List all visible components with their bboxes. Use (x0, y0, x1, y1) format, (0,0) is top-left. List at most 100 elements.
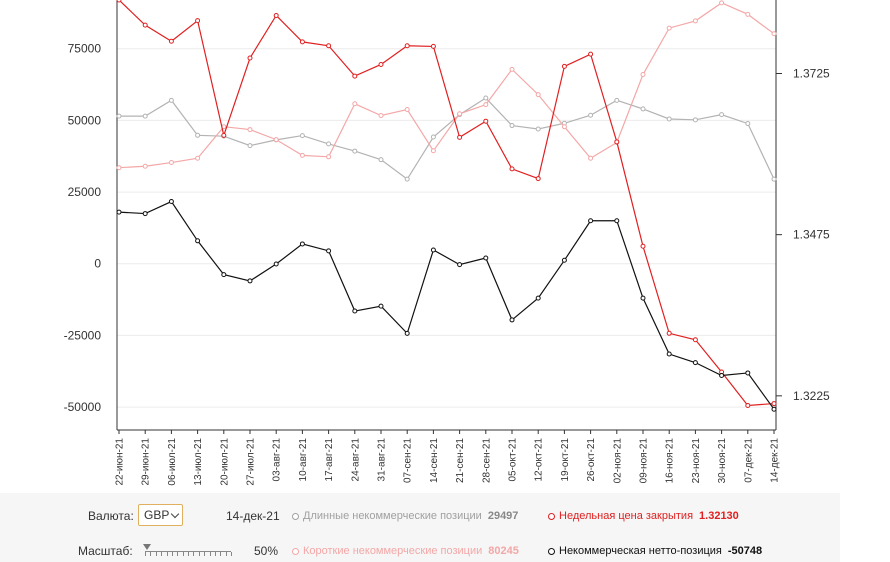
data-point (352, 101, 358, 107)
data-point (561, 257, 567, 263)
series-line (118, 2, 775, 169)
data-point (561, 124, 567, 130)
x-tick-label: 28-сен-21 (481, 438, 492, 483)
data-point (483, 255, 489, 261)
data-point (247, 55, 253, 61)
legend-net-icon (548, 547, 555, 555)
data-point (640, 72, 646, 78)
x-tick-label: 23-ноя-21 (691, 438, 702, 484)
slider-tick (225, 552, 227, 556)
data-point (142, 22, 148, 28)
left-tick-label: 25000 (68, 185, 102, 199)
data-point (561, 63, 567, 69)
slider-tick (231, 552, 232, 556)
data-point (378, 303, 384, 309)
legend-net-value: -50748 (727, 545, 763, 557)
data-point (168, 199, 174, 205)
x-tick-label: 16-ноя-21 (665, 438, 676, 484)
data-point (116, 165, 122, 171)
data-point (509, 317, 515, 323)
data-point (614, 97, 620, 103)
slider-thumb[interactable] (143, 544, 151, 550)
slider-track (145, 551, 231, 552)
data-point (273, 12, 279, 18)
right-tick-label: 1.3725 (793, 66, 830, 80)
x-tick-label: 02-ноя-21 (612, 438, 623, 484)
data-point (692, 117, 698, 123)
slider-tick (209, 552, 211, 556)
x-tick-label: 13-июл-21 (193, 438, 204, 486)
legend-short[interactable]: Короткие некоммерческие позиции 80245 (292, 545, 519, 557)
data-point (116, 0, 122, 3)
data-point (299, 241, 305, 247)
data-point (404, 107, 410, 113)
data-point (352, 73, 358, 79)
currency-select[interactable]: GBP (138, 504, 183, 526)
data-point (247, 143, 253, 149)
x-tick-label: 03-авг-21 (272, 438, 283, 482)
scale-label: Масштаб: (78, 544, 133, 558)
slider-tick (166, 552, 168, 556)
data-point (404, 330, 410, 336)
data-point (273, 261, 279, 267)
data-point (771, 176, 777, 182)
left-tick-label: -25000 (64, 328, 102, 342)
x-tick-label: 31-авг-21 (377, 438, 388, 482)
data-point (273, 137, 279, 143)
data-point (326, 154, 332, 160)
x-tick-label: 20-июл-21 (219, 438, 230, 486)
legend-long-icon (292, 512, 299, 520)
slider-tick (145, 552, 146, 556)
data-point (614, 218, 620, 224)
x-tick-label: 09-ноя-21 (639, 438, 650, 484)
legend-long[interactable]: Длинные некоммерческие позиции 29497 (292, 510, 518, 522)
data-point (745, 11, 751, 17)
x-tick-label: 24-авг-21 (350, 438, 361, 482)
x-tick-label: 26-окт-21 (586, 438, 597, 482)
data-point (116, 113, 122, 119)
data-point (535, 176, 541, 182)
scale-slider[interactable] (143, 544, 232, 556)
data-point (666, 25, 672, 31)
slider-tick (193, 552, 195, 556)
data-point (666, 330, 672, 336)
scale-value: 50% (254, 544, 279, 558)
currency-label: Валюта: (88, 509, 134, 523)
slider-tick (150, 552, 152, 556)
data-point (378, 113, 384, 119)
data-point (666, 351, 672, 357)
data-point (168, 160, 174, 166)
data-point (588, 112, 594, 118)
legend-close-label: Недельная цена закрытия (559, 510, 694, 522)
data-point (535, 295, 541, 301)
x-tick-label: 17-авг-21 (324, 438, 335, 482)
data-point (535, 92, 541, 98)
slider-tick (198, 552, 200, 556)
data-point (195, 238, 201, 244)
data-point (588, 155, 594, 161)
date-label: 14-дек-21 (226, 509, 280, 523)
axes (116, 0, 782, 434)
legend-net[interactable]: Некоммерческая нетто-позиция -50748 (548, 545, 762, 557)
data-point (457, 111, 463, 117)
legend-short-value: 80245 (488, 545, 519, 557)
data-point (326, 43, 332, 49)
slider-tick (188, 552, 189, 556)
data-point (116, 209, 122, 215)
legend-close[interactable]: Недельная цена закрытия 1.32130 (548, 510, 739, 522)
data-point (430, 148, 436, 154)
left-tick-label: 0 (94, 257, 101, 271)
right-tick-label: 1.3225 (793, 389, 830, 403)
slider-tick (220, 552, 222, 556)
legend-short-label: Короткие некоммерческие позиции (303, 545, 483, 557)
data-point (299, 133, 305, 139)
data-point (666, 116, 672, 122)
data-point (614, 139, 620, 145)
x-tick-label: 07-дек-21 (743, 438, 754, 483)
data-point (247, 278, 253, 284)
data-point (483, 102, 489, 108)
left-tick-label: 75000 (68, 42, 102, 56)
data-point (692, 18, 698, 24)
data-point (509, 66, 515, 72)
data-point (326, 141, 332, 147)
